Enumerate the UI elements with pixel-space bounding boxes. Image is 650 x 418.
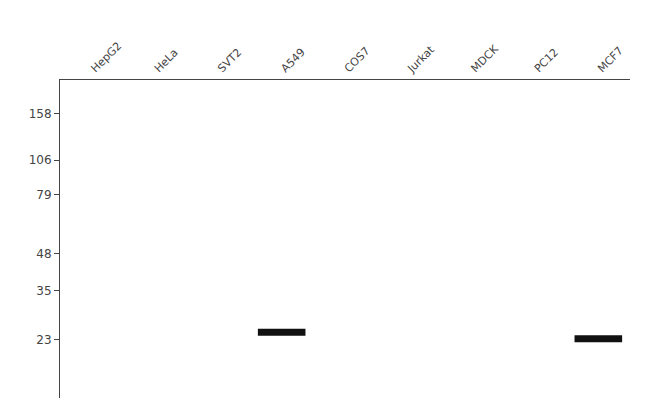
svg-text:COS7: COS7 (342, 44, 373, 75)
svg-text:48: 48 (36, 247, 51, 261)
svg-text:SVT2: SVT2 (215, 46, 244, 75)
svg-text:106: 106 (29, 153, 52, 167)
svg-text:PC12: PC12 (532, 46, 561, 75)
svg-text:HepG2: HepG2 (88, 39, 124, 75)
svg-text:MCF7: MCF7 (595, 44, 626, 75)
svg-text:Jurkat: Jurkat (404, 43, 437, 76)
svg-text:79: 79 (36, 188, 51, 202)
svg-text:MDCK: MDCK (468, 42, 501, 75)
svg-text:23: 23 (36, 333, 51, 347)
svg-text:HeLa: HeLa (152, 46, 181, 75)
svg-text:35: 35 (36, 284, 51, 298)
svg-text:158: 158 (29, 107, 52, 121)
svg-text:A549: A549 (278, 46, 307, 75)
